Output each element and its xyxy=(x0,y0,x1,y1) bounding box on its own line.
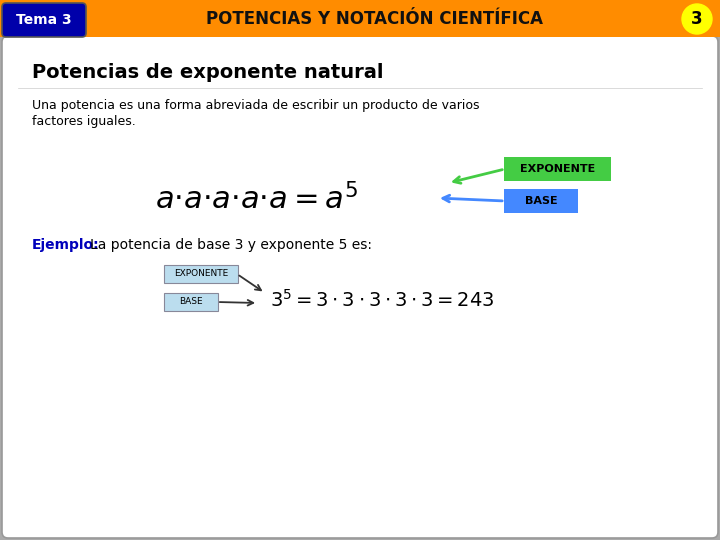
Text: EXPONENTE: EXPONENTE xyxy=(174,269,228,279)
Text: BASE: BASE xyxy=(525,196,557,206)
Text: BASE: BASE xyxy=(179,298,203,307)
Text: Ejemplo:: Ejemplo: xyxy=(32,238,99,252)
Circle shape xyxy=(682,4,712,34)
FancyBboxPatch shape xyxy=(164,265,238,283)
Text: La potencia de base 3 y exponente 5 es:: La potencia de base 3 y exponente 5 es: xyxy=(90,238,372,252)
Text: Tema 3: Tema 3 xyxy=(16,13,72,27)
Text: POTENCIAS Y NOTACIÓN CIENTÍFICA: POTENCIAS Y NOTACIÓN CIENTÍFICA xyxy=(207,10,544,28)
FancyBboxPatch shape xyxy=(504,189,578,213)
Text: $3^5 = 3 \cdot 3 \cdot 3 \cdot 3 \cdot 3 = 243$: $3^5 = 3 \cdot 3 \cdot 3 \cdot 3 \cdot 3… xyxy=(270,289,495,311)
FancyBboxPatch shape xyxy=(164,293,218,311)
FancyBboxPatch shape xyxy=(504,157,611,181)
Text: 3: 3 xyxy=(691,10,703,28)
Text: EXPONENTE: EXPONENTE xyxy=(520,164,595,174)
Text: factores iguales.: factores iguales. xyxy=(32,116,136,129)
Text: Potencias de exponente natural: Potencias de exponente natural xyxy=(32,63,384,82)
Text: Una potencia es una forma abreviada de escribir un producto de varios: Una potencia es una forma abreviada de e… xyxy=(32,99,480,112)
FancyBboxPatch shape xyxy=(0,0,720,37)
FancyBboxPatch shape xyxy=(2,3,86,37)
FancyBboxPatch shape xyxy=(2,36,718,538)
Text: $a{\cdot}a{\cdot}a{\cdot}a{\cdot}a = a^5$: $a{\cdot}a{\cdot}a{\cdot}a{\cdot}a = a^5… xyxy=(155,184,359,216)
